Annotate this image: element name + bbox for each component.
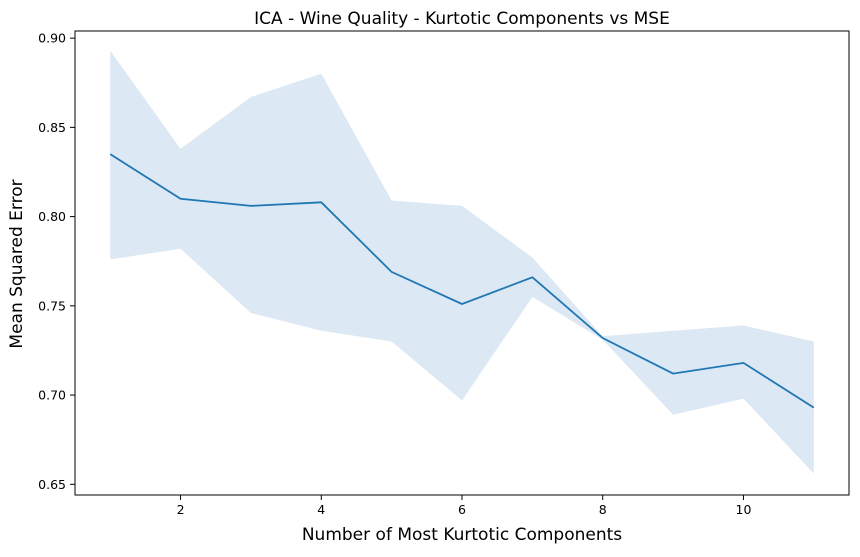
y-tick-label: 0.75	[38, 298, 66, 313]
y-axis-ticks: 0.65 0.70 0.75 0.80 0.85 0.90	[38, 31, 75, 492]
y-tick-label: 0.65	[38, 477, 66, 492]
confidence-band	[110, 50, 814, 474]
y-tick-label: 0.70	[38, 388, 66, 403]
y-tick-label: 0.80	[38, 209, 66, 224]
x-tick-label: 4	[317, 502, 325, 517]
chart-title: ICA - Wine Quality - Kurtotic Components…	[254, 9, 670, 29]
x-axis-label: Number of Most Kurtotic Components	[302, 525, 622, 545]
x-tick-label: 8	[599, 502, 607, 517]
plot-frame	[74, 30, 850, 496]
y-axis-label: Mean Squared Error	[7, 179, 27, 348]
series-line	[109, 153, 815, 409]
x-tick-label: 2	[177, 502, 185, 517]
y-tick-label: 0.85	[38, 120, 66, 135]
x-axis-ticks: 2 4 6 8 10	[177, 495, 752, 517]
x-tick-label: 10	[736, 502, 752, 517]
plot-area	[109, 50, 815, 474]
x-tick-label: 6	[458, 502, 466, 517]
y-tick-label: 0.90	[38, 31, 66, 46]
